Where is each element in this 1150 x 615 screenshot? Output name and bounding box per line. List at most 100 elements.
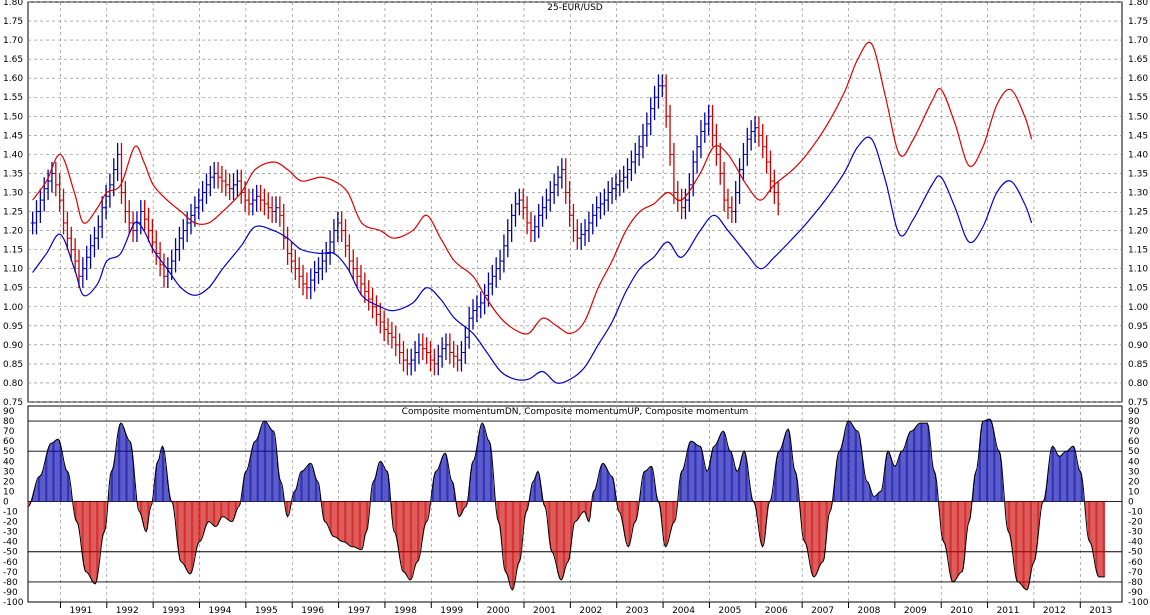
price-y-tick-label: 1.35 [1128, 169, 1148, 179]
momentum-y-tick-label: -20 [3, 518, 18, 528]
price-y-tick-label: 1.75 [3, 17, 23, 27]
x-year-label: 1991 [69, 606, 92, 615]
price-y-tick-label: 1.40 [3, 150, 23, 160]
momentum-y-tick-label: 0 [1128, 497, 1134, 507]
momentum-y-tick-label: 10 [3, 487, 15, 497]
price-y-tick-label: 0.90 [3, 341, 23, 351]
price-y-tick-label: 1.25 [3, 208, 23, 218]
upper-band-line [32, 41, 1033, 335]
price-y-tick-label: 1.05 [1128, 284, 1148, 294]
x-year-label: 1999 [440, 606, 463, 615]
lower-band-line [32, 136, 1033, 384]
momentum-y-tick-label: 20 [3, 477, 15, 487]
momentum-y-tick-label: -60 [1128, 558, 1143, 568]
price-y-tick-label: 1.80 [1128, 0, 1148, 8]
momentum-y-tick-label: -100 [3, 598, 24, 608]
momentum-y-tick-label: 90 [3, 407, 15, 417]
price-y-tick-label: 1.55 [3, 93, 23, 103]
x-year-label: 1995 [255, 606, 278, 615]
momentum-y-tick-label: 70 [3, 427, 15, 437]
momentum-y-tick-label: 40 [1128, 457, 1140, 467]
price-y-tick-label: 1.20 [1128, 227, 1148, 237]
price-y-tick-label: 1.80 [3, 0, 23, 8]
momentum-y-axis-right: 9080706050403020100-10-20-30-40-50-60-70… [1128, 407, 1149, 608]
price-y-tick-label: 1.70 [3, 36, 23, 46]
momentum-y-tick-label: 30 [3, 467, 15, 477]
momentum-y-tick-label: -10 [3, 508, 18, 518]
x-axis-years: 1991 1992 1993 1994 1995 1996 1997 1998 1999 2000… [59, 602, 1112, 615]
price-y-tick-label: 1.25 [1128, 208, 1148, 218]
x-year-label: 1993 [162, 606, 185, 615]
x-year-label: 2013 [1089, 606, 1112, 615]
x-year-label: 1996 [301, 606, 324, 615]
x-year-label: 2003 [626, 606, 649, 615]
x-year-label: 1997 [348, 606, 371, 615]
momentum-y-tick-label: -20 [1128, 518, 1143, 528]
momentum-y-axis-left: 9080706050403020100-10-20-30-40-50-60-70… [3, 407, 24, 608]
price-y-tick-label: 0.80 [1128, 379, 1148, 389]
price-y-tick-label: 1.20 [3, 227, 23, 237]
price-y-axis-right: 0.75 0.80 0.85 0.90 0.95 1.00 1.05 1.10 1.15 1.20… [1128, 0, 1148, 408]
momentum-y-tick-label: 80 [3, 417, 15, 427]
price-y-tick-label: 1.15 [1128, 246, 1148, 256]
x-year-label: 1998 [394, 606, 417, 615]
x-year-label: 2000 [487, 606, 510, 615]
price-y-tick-label: 0.80 [3, 379, 23, 389]
price-y-tick-label: 0.75 [1128, 398, 1148, 408]
momentum-y-tick-label: 70 [1128, 427, 1140, 437]
momentum-y-tick-label: 0 [3, 497, 9, 507]
momentum-y-tick-label: -30 [3, 528, 18, 538]
price-y-tick-label: 1.70 [1128, 36, 1148, 46]
x-year-label: 2006 [765, 606, 788, 615]
price-y-tick-label: 0.95 [1128, 322, 1148, 332]
x-year-label: 2004 [672, 606, 695, 615]
momentum-y-tick-label: -100 [1128, 598, 1149, 608]
price-y-tick-label: 1.35 [3, 169, 23, 179]
price-y-tick-label: 1.45 [3, 131, 23, 141]
x-year-label: 2010 [950, 606, 973, 615]
momentum-y-tick-label: -40 [3, 538, 18, 548]
x-year-label: 1992 [116, 606, 139, 615]
momentum-y-tick-label: 10 [1128, 487, 1140, 497]
price-y-tick-label: 0.75 [3, 398, 23, 408]
x-year-label: 2007 [811, 606, 834, 615]
price-y-tick-label: 1.75 [1128, 17, 1148, 27]
price-y-tick-label: 0.90 [1128, 341, 1148, 351]
price-y-tick-label: 1.30 [3, 188, 23, 198]
momentum-y-tick-label: 60 [1128, 437, 1140, 447]
momentum-y-tick-label: 50 [3, 447, 15, 457]
price-y-tick-label: 0.85 [1128, 360, 1148, 370]
price-y-tick-label: 1.65 [3, 55, 23, 65]
price-y-tick-label: 1.60 [1128, 74, 1148, 84]
momentum-y-tick-label: 90 [1128, 407, 1140, 417]
momentum-y-tick-label: -10 [1128, 508, 1143, 518]
momentum-y-tick-label: 30 [1128, 467, 1140, 477]
momentum-y-tick-label: -40 [1128, 538, 1143, 548]
price-y-tick-label: 1.50 [1128, 112, 1148, 122]
price-y-tick-label: 1.10 [3, 265, 23, 275]
x-year-label: 2009 [904, 606, 927, 615]
price-chart-title: 25-EUR/USD [547, 3, 603, 13]
momentum-y-tick-label: -80 [1128, 578, 1143, 588]
momentum-y-tick-label: 40 [3, 457, 15, 467]
momentum-panel: 9080706050403020100-10-20-30-40-50-60-70… [3, 405, 1149, 608]
momentum-y-tick-label: -70 [3, 568, 18, 578]
momentum-y-tick-label: 60 [3, 437, 15, 447]
momentum-y-tick-label: -50 [3, 548, 18, 558]
price-y-tick-label: 1.60 [3, 74, 23, 84]
x-year-label: 2012 [1043, 606, 1066, 615]
momentum-y-tick-label: 50 [1128, 447, 1140, 457]
momentum-histogram [27, 419, 1106, 590]
price-y-tick-label: 1.10 [1128, 265, 1148, 275]
momentum-y-tick-label: -90 [1128, 588, 1143, 598]
price-y-tick-label: 1.65 [1128, 55, 1148, 65]
price-y-axis-left: 0.75 0.80 0.85 0.90 0.95 1.00 1.05 1.10 1.15 1.20… [3, 0, 23, 408]
price-y-tick-label: 1.00 [1128, 303, 1148, 313]
price-y-tick-label: 1.55 [1128, 93, 1148, 103]
price-panel: 0.75 0.80 0.85 0.90 0.95 1.00 1.05 1.10 1.15 1.20… [3, 0, 1148, 408]
momentum-chart-title: Composite momentumDN, Composite momentum… [402, 407, 749, 417]
price-y-tick-label: 0.95 [3, 322, 23, 332]
momentum-y-tick-label: 20 [1128, 477, 1140, 487]
momentum-line [27, 418, 1105, 591]
x-year-label: 2001 [533, 606, 556, 615]
